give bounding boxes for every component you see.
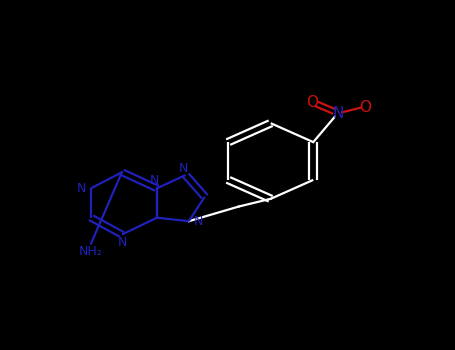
Text: O: O <box>306 95 318 110</box>
Text: N: N <box>117 236 126 249</box>
Text: N: N <box>179 162 188 175</box>
Text: N: N <box>150 174 159 187</box>
Text: N: N <box>194 215 203 228</box>
Text: O: O <box>359 100 371 114</box>
Text: N: N <box>76 182 86 195</box>
Text: N: N <box>333 106 344 121</box>
Text: NH₂: NH₂ <box>79 245 103 258</box>
